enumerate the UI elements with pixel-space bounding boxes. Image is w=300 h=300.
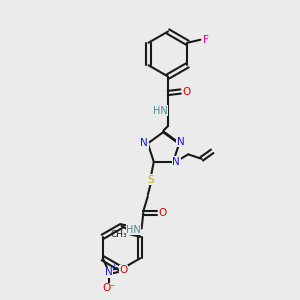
Text: O: O [182, 86, 191, 97]
Text: HN: HN [126, 225, 141, 235]
Text: S: S [148, 175, 154, 185]
Text: N: N [172, 157, 180, 167]
Text: N: N [105, 267, 113, 278]
Text: CH₃: CH₃ [110, 230, 127, 239]
Text: N: N [140, 138, 148, 148]
Text: O: O [158, 208, 166, 218]
Text: N: N [177, 137, 184, 147]
Text: +: + [110, 262, 118, 272]
Text: HN: HN [153, 106, 168, 116]
Text: F: F [203, 35, 209, 45]
Text: O: O [120, 265, 128, 275]
Text: O⁻: O⁻ [102, 283, 116, 293]
